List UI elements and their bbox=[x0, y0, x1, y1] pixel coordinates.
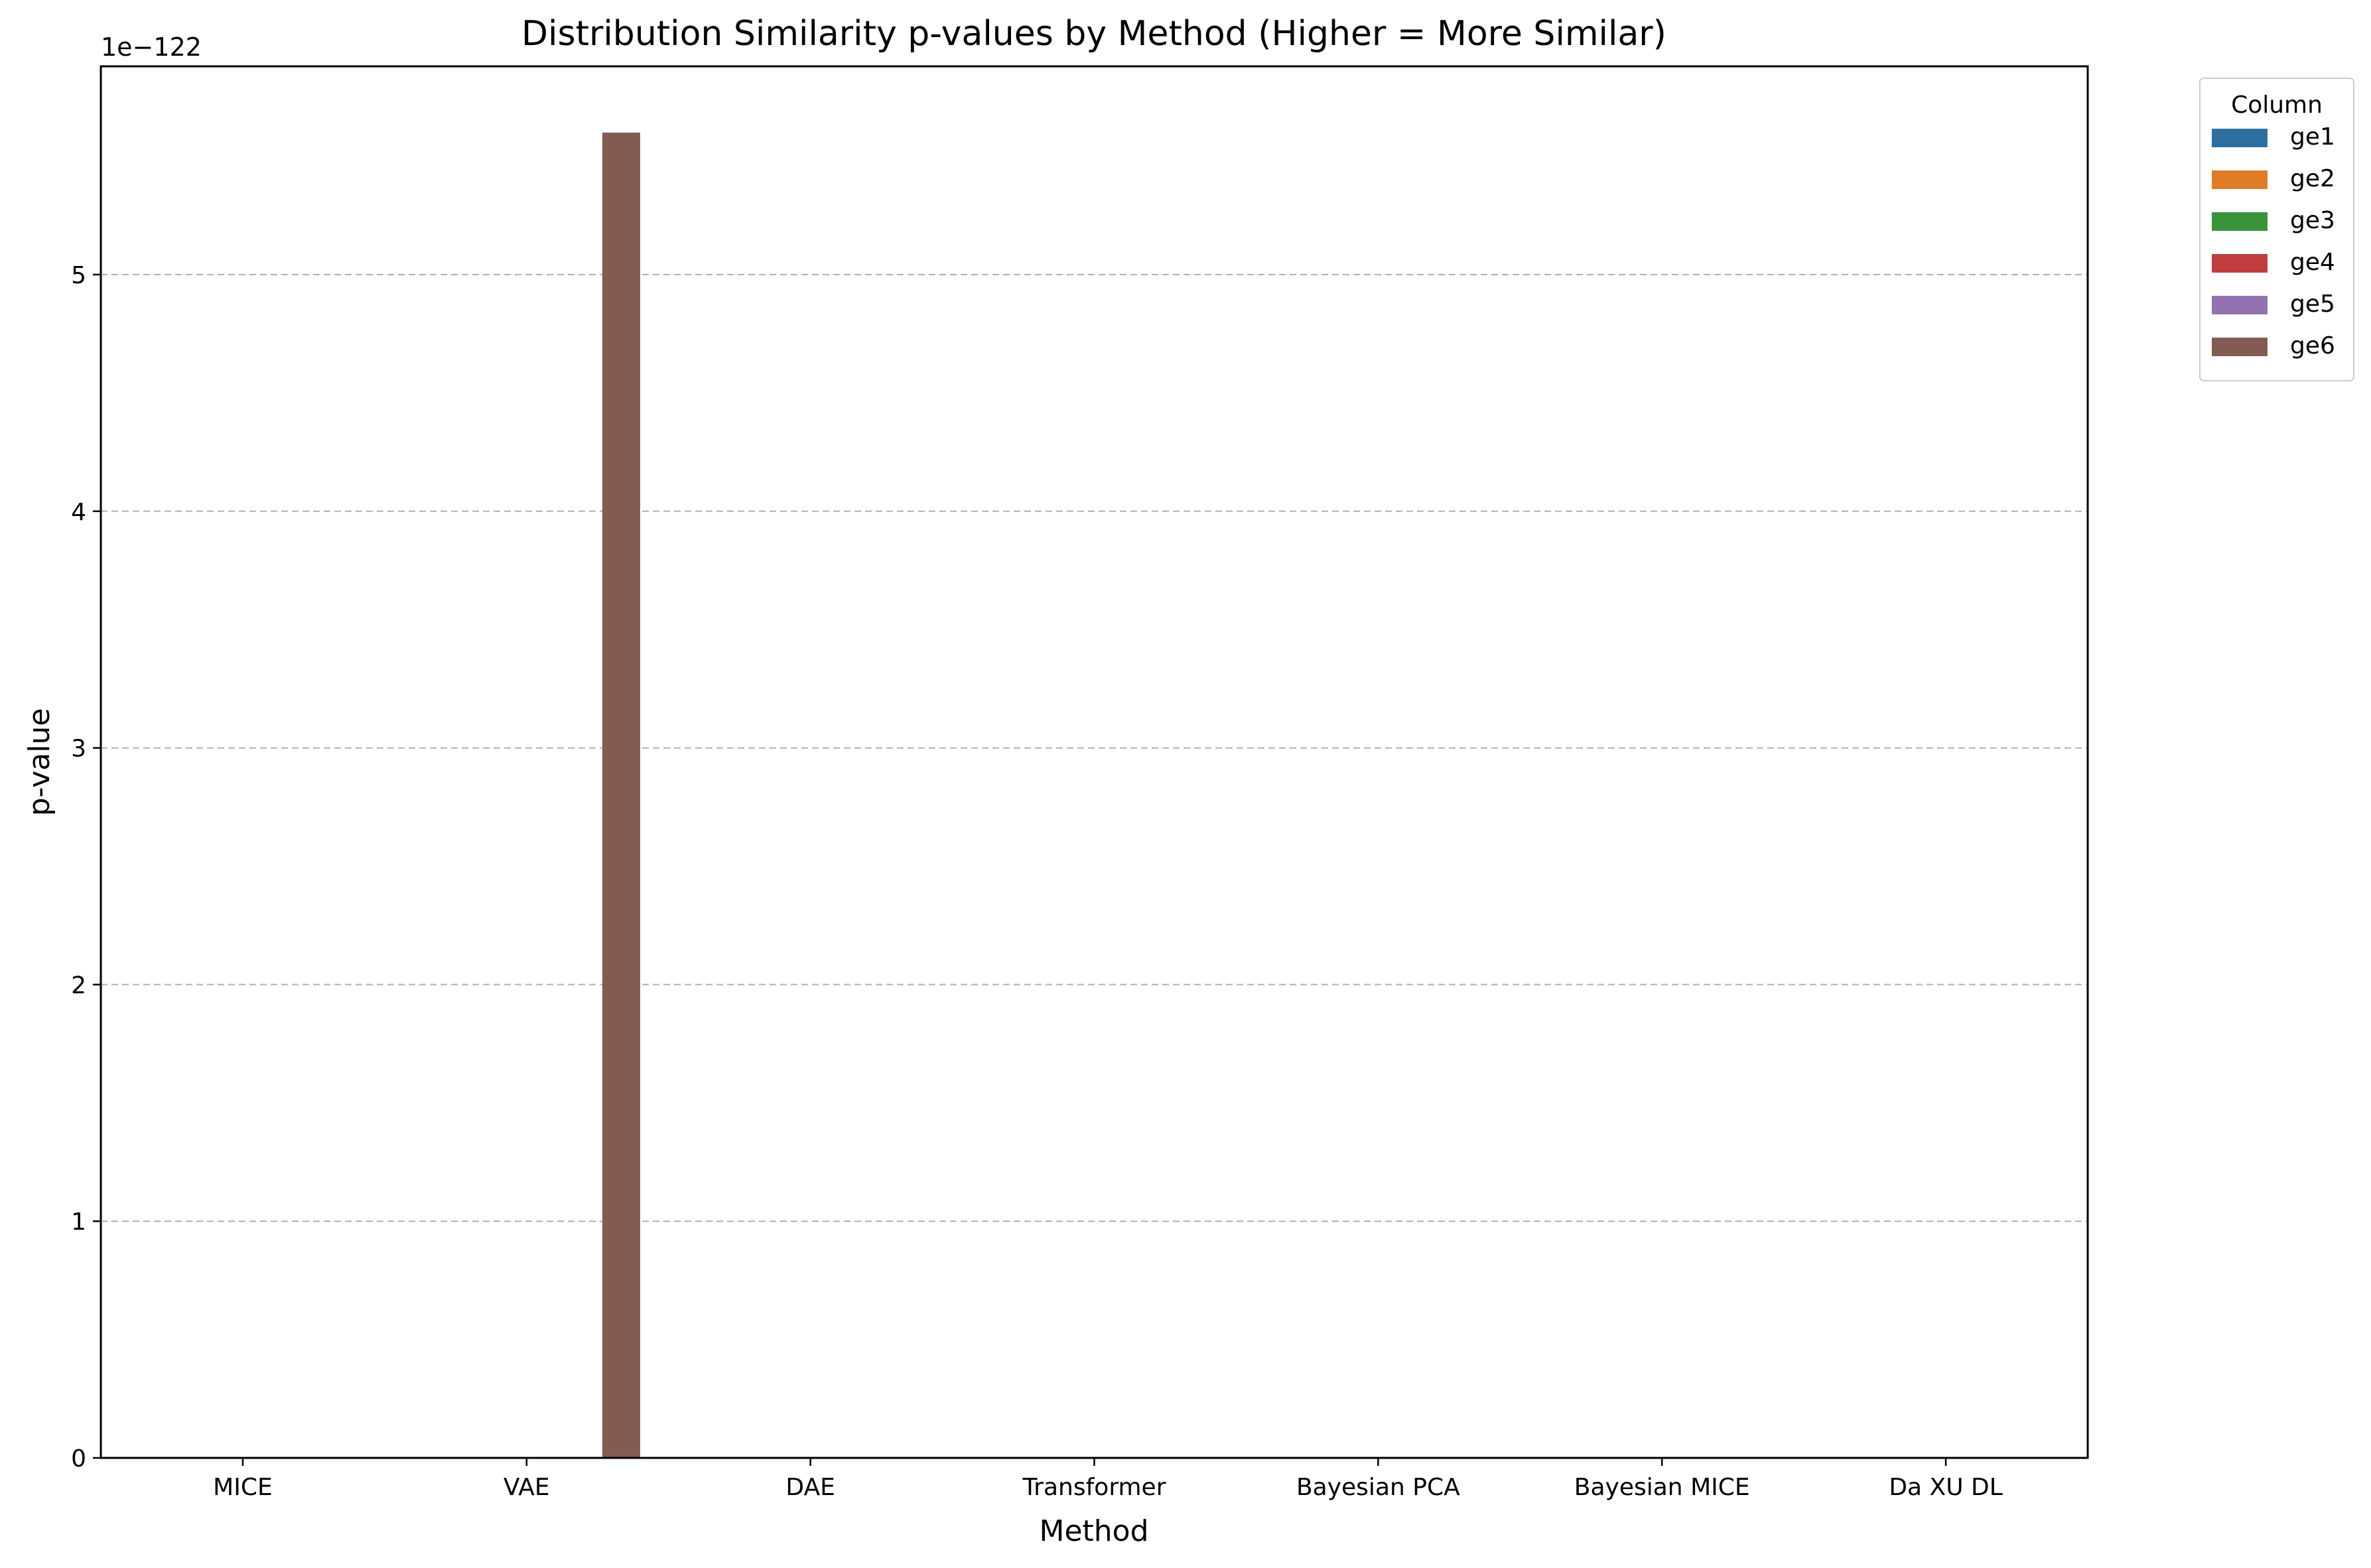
x-tick-label: DAE bbox=[785, 1474, 835, 1501]
legend-label-ge3: ge3 bbox=[2290, 207, 2335, 234]
x-tick-label: VAE bbox=[504, 1474, 550, 1501]
legend-label-ge5: ge5 bbox=[2290, 291, 2335, 318]
y-tick-label: 4 bbox=[71, 499, 86, 526]
x-axis-label: Method bbox=[1039, 1514, 1148, 1548]
legend-label-ge1: ge1 bbox=[2290, 123, 2335, 151]
y-tick-label: 0 bbox=[71, 1445, 86, 1472]
legend-swatch-ge6 bbox=[2212, 338, 2268, 356]
legend-swatch-ge1 bbox=[2212, 129, 2268, 147]
bar-ge6-vae bbox=[602, 132, 640, 1458]
legend-label-ge6: ge6 bbox=[2290, 332, 2335, 359]
chart-title: Distribution Similarity p-values by Meth… bbox=[521, 14, 1666, 54]
y-tick-label: 3 bbox=[71, 736, 86, 763]
x-tick-label: Bayesian PCA bbox=[1296, 1474, 1460, 1501]
x-tick-label: Bayesian MICE bbox=[1574, 1474, 1750, 1501]
x-tick-label: Da XU DL bbox=[1889, 1474, 2002, 1501]
y-tick-label: 1 bbox=[71, 1209, 86, 1236]
legend-label-ge4: ge4 bbox=[2290, 249, 2335, 276]
legend-swatch-ge4 bbox=[2212, 254, 2268, 273]
legend-title: Column bbox=[2231, 92, 2323, 119]
legend-swatch-ge3 bbox=[2212, 212, 2268, 231]
y-axis-label: p-value bbox=[23, 708, 56, 817]
x-axis: MICE VAE DAE Transformer Bayesian PCA Bayesia… bbox=[213, 1458, 2003, 1501]
y-axis: 0 1 2 3 4 5 bbox=[71, 262, 101, 1472]
y-tick-label: 5 bbox=[71, 262, 86, 289]
y-offset-label: 1e−122 bbox=[101, 33, 202, 62]
x-tick-label: MICE bbox=[213, 1474, 273, 1501]
bars bbox=[602, 132, 640, 1458]
legend-swatch-ge2 bbox=[2212, 170, 2268, 189]
legend: Column ge1 ge2 ge3 ge4 ge5 ge6 bbox=[2199, 78, 2354, 381]
legend-items: ge1 ge2 ge3 ge4 ge5 ge6 bbox=[2212, 123, 2335, 359]
x-tick-label: Transformer bbox=[1022, 1474, 1166, 1501]
legend-label-ge2: ge2 bbox=[2290, 165, 2335, 192]
y-tick-label: 2 bbox=[71, 972, 86, 999]
legend-swatch-ge5 bbox=[2212, 296, 2268, 314]
gridlines bbox=[101, 273, 2088, 1222]
